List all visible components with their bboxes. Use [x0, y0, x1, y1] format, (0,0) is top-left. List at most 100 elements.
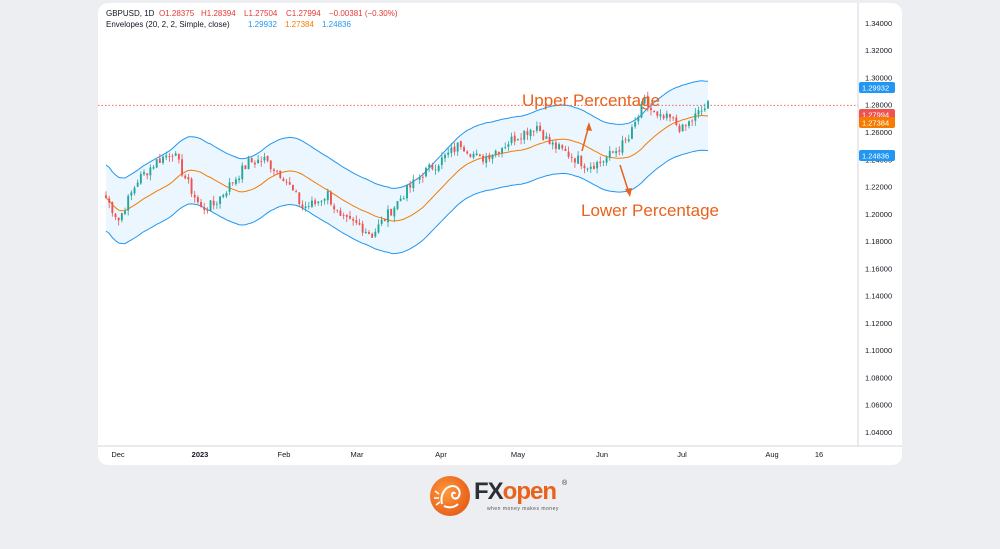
candle: [396, 200, 399, 211]
candle: [678, 123, 681, 134]
price-tick-label: 1.20000: [865, 210, 892, 219]
time-tick-label: 16: [815, 450, 823, 459]
price-tick-label: 1.34000: [865, 19, 892, 28]
candle: [269, 160, 272, 173]
candle: [187, 173, 190, 184]
candle: [504, 142, 507, 150]
candle: [478, 153, 481, 157]
candle: [387, 205, 389, 227]
time-tick-label: May: [511, 450, 525, 459]
candle: [380, 216, 383, 227]
candle: [298, 191, 301, 207]
candle: [415, 178, 418, 180]
candle: [453, 142, 456, 156]
price-axis[interactable]: 1.04000 1.06000 1.08000 1.10000 1.12000 1.140…: [865, 19, 892, 437]
candle: [421, 172, 424, 183]
candle: [285, 178, 288, 186]
registered-mark: ®: [562, 480, 568, 487]
candle: [276, 169, 279, 175]
candle: [196, 195, 199, 204]
candle: [694, 108, 697, 126]
candle: [475, 149, 478, 156]
candle: [425, 166, 427, 178]
time-tick-label: 2023: [192, 450, 209, 459]
candle: [634, 117, 637, 129]
envelope-basis-line: [105, 114, 709, 222]
candle: [200, 198, 203, 208]
candle: [238, 175, 241, 184]
svg-text:1.24836: 1.24836: [862, 152, 889, 161]
upper-percentage-label: Upper Percentage: [522, 91, 660, 110]
candle: [304, 201, 307, 212]
candle: [564, 145, 567, 151]
candle: [124, 207, 126, 216]
time-axis[interactable]: Dec 2023 Feb Mar Apr May Jun Jul Aug 16: [111, 450, 823, 459]
candle: [181, 154, 183, 177]
candle: [234, 176, 237, 186]
candle: [469, 153, 472, 158]
candle: [691, 119, 694, 127]
candlesticks: [105, 91, 709, 238]
price-tick-label: 1.14000: [865, 292, 892, 301]
candle: [190, 177, 193, 198]
time-tick-label: Apr: [435, 450, 447, 459]
candle: [402, 195, 405, 200]
candle: [184, 173, 187, 180]
lion-logo-icon: [430, 476, 470, 516]
candle: [463, 145, 465, 152]
candle: [656, 111, 659, 119]
candle: [437, 164, 440, 173]
candle: [570, 153, 573, 163]
candle: [215, 201, 218, 209]
candle: [532, 130, 535, 137]
candle: [162, 155, 164, 165]
candle: [488, 152, 491, 162]
candle: [561, 144, 564, 151]
candle: [650, 103, 652, 116]
fxopen-logo: FXopen ® when money makes money: [430, 474, 590, 522]
price-tick-label: 1.22000: [865, 183, 892, 192]
candle: [431, 162, 434, 171]
time-tick-label: Dec: [111, 450, 125, 459]
candle: [222, 193, 225, 199]
candle: [586, 167, 589, 172]
candle: [627, 134, 630, 143]
candle: [225, 191, 228, 199]
candle: [301, 200, 304, 211]
candle: [342, 212, 345, 220]
candle: [602, 160, 605, 167]
candle: [450, 143, 453, 158]
candle: [583, 163, 586, 174]
candle: [551, 140, 554, 150]
candle: [247, 155, 250, 170]
candle: [573, 157, 576, 168]
candle: [241, 162, 244, 183]
candle: [206, 207, 209, 214]
indicator-upper-value: 1.29932: [248, 20, 277, 29]
price-chart[interactable]: GBPUSD, 1D O1.28375 H1.28394 L1.27504 C1…: [98, 3, 902, 465]
price-tick-label: 1.04000: [865, 428, 892, 437]
candle: [507, 141, 510, 151]
candle: [323, 197, 326, 205]
candle: [165, 151, 168, 161]
indicator-mid-value: 1.27384: [285, 20, 314, 29]
candle: [662, 113, 665, 120]
candle: [203, 202, 206, 215]
candle: [228, 178, 231, 196]
candle: [501, 147, 504, 158]
price-tick-label: 1.06000: [865, 401, 892, 410]
candle: [697, 106, 700, 119]
candle: [428, 162, 431, 172]
candle: [520, 133, 523, 145]
candle: [684, 123, 687, 131]
candle: [336, 209, 339, 214]
candle: [212, 195, 215, 210]
candle: [516, 138, 519, 141]
upper-price-tag: 1.29932: [859, 82, 895, 93]
candle: [114, 212, 117, 220]
candle: [482, 153, 484, 165]
candle: [127, 194, 130, 216]
price-tick-label: 1.26000: [865, 128, 892, 137]
candle: [592, 162, 595, 170]
candle: [171, 153, 174, 162]
